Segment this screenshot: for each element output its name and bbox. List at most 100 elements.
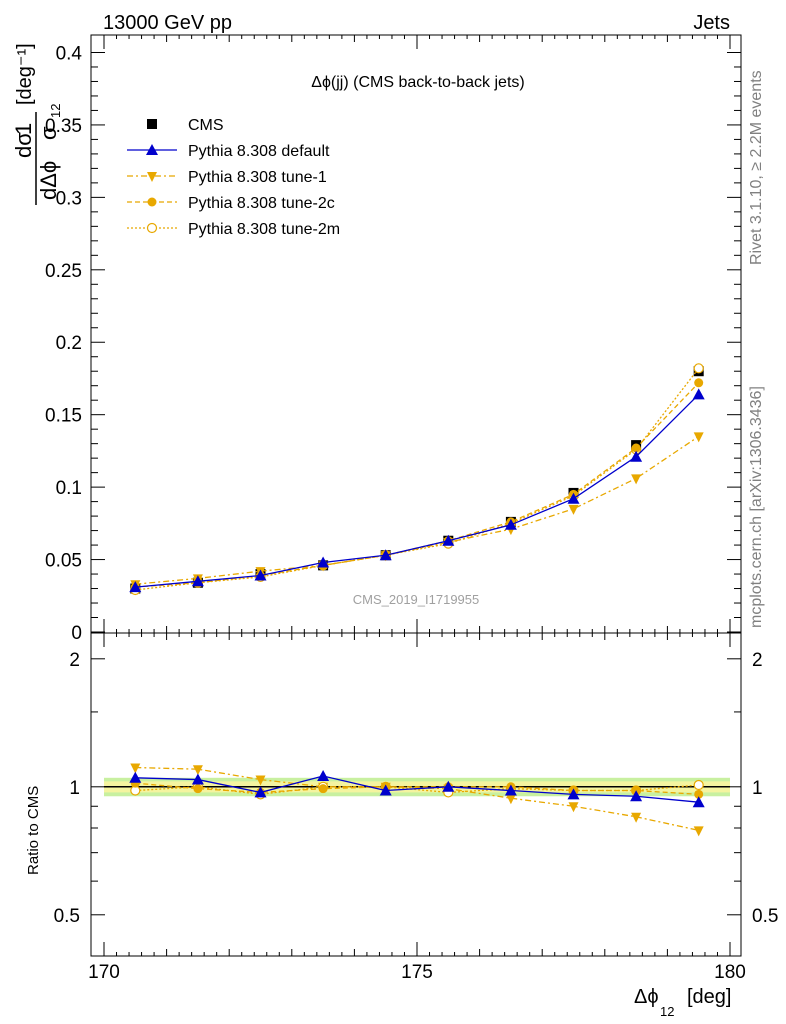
- legend: CMS Pythia 8.308 default Pythia 8.308 tune…: [127, 117, 340, 238]
- main-series: [129, 363, 705, 596]
- legend-marker: [147, 119, 157, 129]
- main-ytick-label: 0.1: [56, 478, 82, 499]
- point-t1: [693, 432, 704, 443]
- point-t1: [568, 504, 579, 515]
- legend-label: Pythia 8.308 tune-2c: [188, 195, 335, 212]
- ratio-ytick-label: 2: [69, 650, 80, 671]
- y-label-ddphi: dΔϕ: [36, 161, 61, 200]
- legend-label: CMS: [188, 117, 224, 134]
- x-label-sub: 12: [660, 1004, 674, 1019]
- main-ytick-label: 0.15: [45, 406, 82, 427]
- ratio-point-t1: [631, 812, 642, 823]
- ratio-point-t2c: [193, 784, 203, 794]
- legend-item-t1: Pythia 8.308 tune-1: [127, 169, 327, 186]
- ratio-point-def: [567, 788, 580, 800]
- ratio-point-def: [504, 784, 517, 796]
- ratio-series: [129, 763, 705, 837]
- header-left: 13000 GeV pp: [103, 12, 232, 34]
- ratio-ytick-label-right: 1: [752, 778, 763, 799]
- legend-label: Pythia 8.308 tune-1: [188, 169, 327, 186]
- series-line-def: [135, 393, 700, 588]
- y-axis-label-top: 1 dσ σ dΔϕ 12 [deg⁻¹]: [11, 43, 63, 205]
- point-def: [567, 492, 580, 504]
- header-right: Jets: [693, 12, 730, 34]
- y-label-sigma: σ: [36, 126, 61, 140]
- legend-label: Pythia 8.308 default: [188, 143, 330, 160]
- main-ytick-label: 0: [71, 623, 82, 644]
- ratio-point-def: [254, 786, 267, 798]
- x-axis-label: Δϕ 12 [deg]: [634, 986, 731, 1019]
- y-label-num: 1: [11, 123, 36, 135]
- ratio-point-t1: [130, 763, 141, 774]
- ratio-point-t1: [192, 765, 203, 776]
- legend-marker: [147, 197, 157, 207]
- ratio-ytick-label-right: 0.5: [752, 906, 778, 927]
- main-axes: 0 0.05 0.1 0.15 0.2 0.25 0.3 0.35 0.4 170 175 180: [45, 35, 746, 983]
- main-ytick-label: 0.35: [45, 116, 82, 137]
- legend-item-cms: CMS: [147, 117, 224, 134]
- series-line-t2m: [135, 367, 700, 591]
- x-tick-label: 175: [401, 962, 433, 983]
- point-def: [442, 534, 455, 546]
- main-ytick-label: 0.3: [56, 188, 82, 209]
- legend-label: Pythia 8.308 tune-2m: [188, 221, 340, 238]
- y-axis-label-ratio: Ratio to CMS: [25, 786, 42, 875]
- ratio-point-def: [442, 780, 455, 792]
- ratio-ytick-label: 1: [69, 778, 80, 799]
- ratio-point-t1: [505, 794, 516, 805]
- legend-item-def: Pythia 8.308 default: [127, 143, 330, 160]
- series-line-t1: [135, 435, 700, 585]
- main-ytick-label: 0.05: [45, 551, 82, 572]
- ratio-point-def: [129, 771, 142, 783]
- point-def: [630, 450, 643, 462]
- ratio-line-t1: [135, 766, 699, 831]
- ratio-ytick-label: 0.5: [54, 906, 80, 927]
- legend-marker: [146, 144, 158, 155]
- legend-item-t2m: Pythia 8.308 tune-2m: [127, 221, 340, 238]
- point-def: [129, 581, 142, 593]
- ratio-point-t2m: [693, 779, 704, 791]
- ratio-point-t1: [255, 775, 266, 786]
- point-def: [317, 556, 330, 568]
- ratio-point-t2c: [694, 789, 704, 799]
- main-ytick-label: 0.25: [45, 261, 82, 282]
- ratio-point-def: [692, 796, 705, 808]
- main-ytick-label: 0.2: [56, 333, 82, 354]
- point-t1: [631, 474, 642, 485]
- point-def: [504, 518, 517, 530]
- series-line-t2c: [135, 382, 700, 588]
- ratio-point-def: [630, 790, 643, 802]
- ratio-point-t2c: [318, 784, 328, 794]
- x-tick-label: 170: [88, 962, 120, 983]
- y-label-unit: [deg⁻¹]: [14, 43, 36, 105]
- x-label-dphi: Δϕ: [634, 986, 659, 1008]
- legend-marker: [147, 172, 157, 182]
- ratio-ytick-label-right: 2: [752, 650, 763, 671]
- plot-title: Δϕ(jj) (CMS back-to-back jets): [311, 74, 524, 91]
- rivet-label: Rivet 3.1.10, ≥ 2.2M events: [748, 70, 765, 265]
- main-ytick-label: 0.4: [56, 43, 83, 64]
- ratio-axes: 0.5 0.5 1 1 2 2: [54, 650, 779, 927]
- point-t2c: [694, 378, 704, 388]
- legend-item-t2c: Pythia 8.308 tune-2c: [127, 195, 335, 212]
- point-def: [254, 569, 267, 581]
- point-def: [191, 575, 204, 587]
- x-tick-label: 180: [714, 962, 746, 983]
- ratio-point-t1: [693, 826, 704, 837]
- point-t2c: [631, 443, 641, 453]
- x-label-unit: [deg]: [687, 986, 731, 1008]
- ratio-point-def: [317, 770, 330, 782]
- y-label-sub: 12: [48, 104, 63, 118]
- ratio-point-t1: [568, 802, 579, 813]
- ratio-line-def: [135, 775, 699, 803]
- point-def: [379, 549, 392, 561]
- ratio-point-def: [191, 773, 204, 785]
- point-def: [692, 388, 705, 400]
- ratio-line-t2c: [135, 782, 699, 795]
- analysis-id: CMS_2019_I1719955: [353, 592, 480, 607]
- ratio-frame: [90, 632, 742, 957]
- point-t2m: [693, 363, 704, 374]
- y-label-dsigma: dσ: [11, 132, 36, 158]
- ratio-point-def: [379, 784, 392, 796]
